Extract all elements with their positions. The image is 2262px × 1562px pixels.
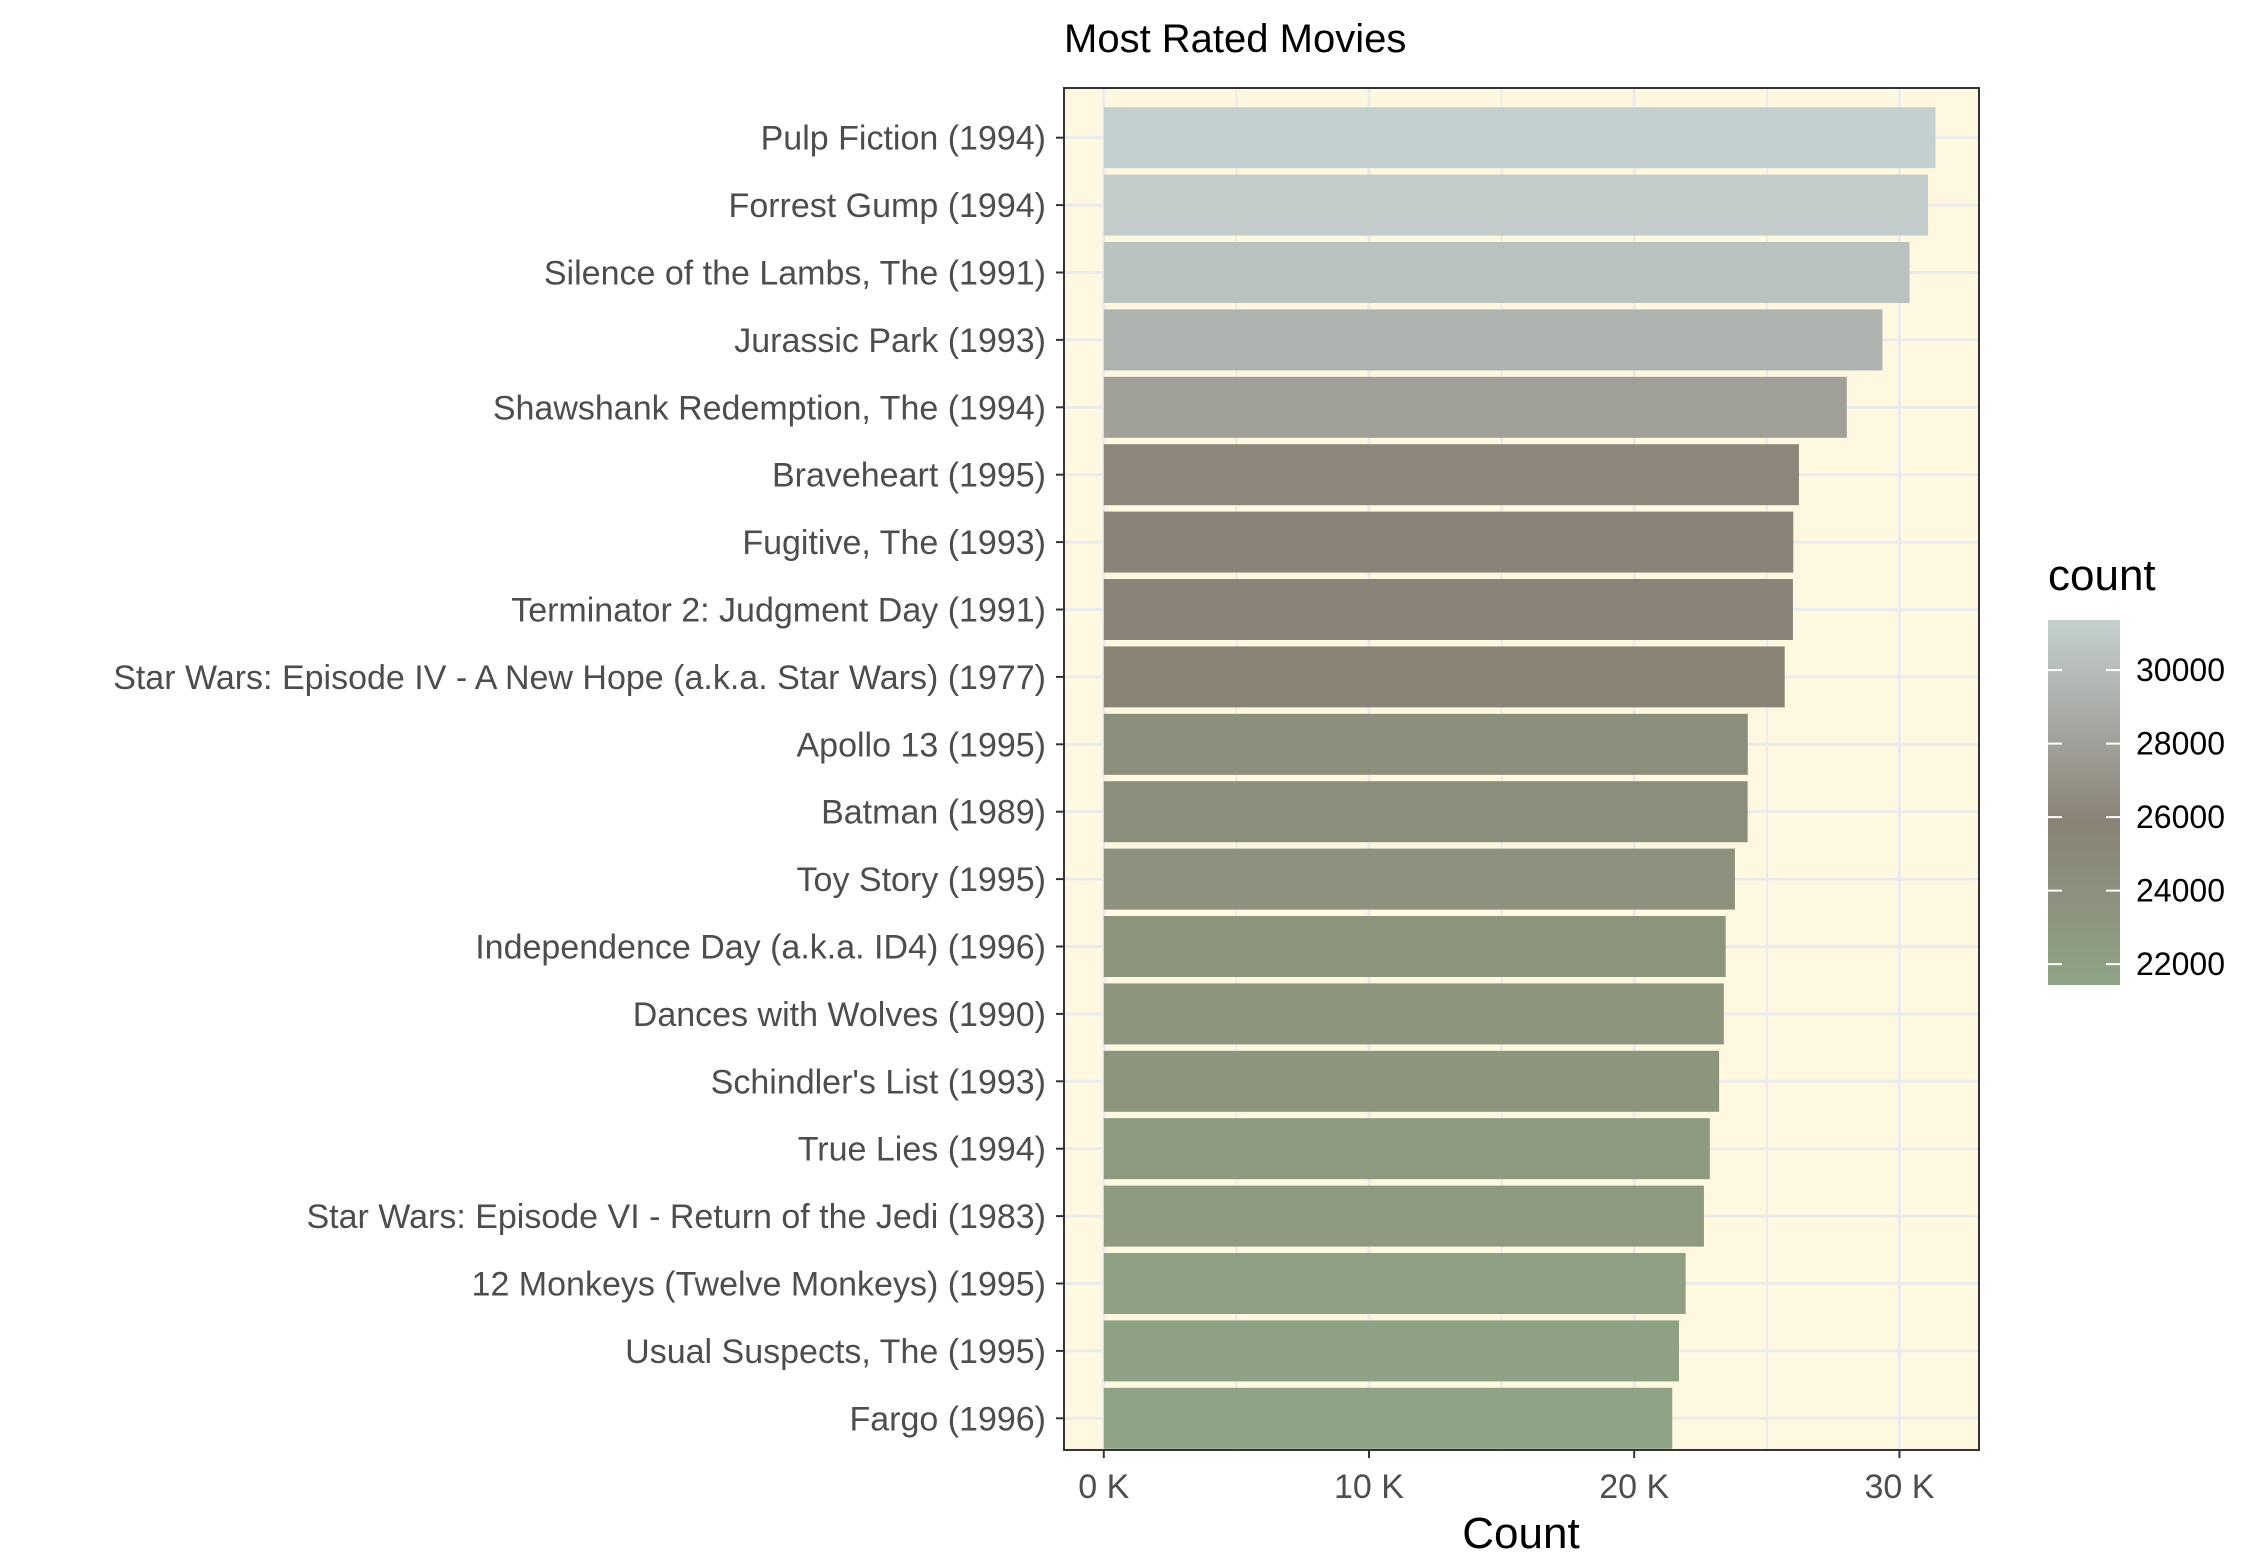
y-tick-label: Usual Suspects, The (1995) [625,1333,1046,1371]
y-tick-label: Schindler's List (1993) [711,1063,1046,1101]
bar [1103,579,1793,640]
x-axis-label: Count [1462,1509,1579,1558]
bar [1103,713,1748,775]
legend-tick-label: 26000 [2136,799,2225,835]
y-tick-label: Dances with Wolves (1990) [633,996,1046,1034]
bar [1103,242,1910,303]
bar [1103,174,1929,236]
y-tick-label: 12 Monkeys (Twelve Monkeys) (1995) [472,1266,1046,1304]
bar [1103,1118,1710,1180]
y-tick-label: True Lies (1994) [798,1131,1046,1169]
bar [1103,1320,1679,1382]
legend-tick-label: 30000 [2136,652,2225,688]
y-tick-label: Jurassic Park (1993) [734,322,1046,360]
legend-tick-label: 22000 [2136,946,2225,982]
y-axis: Pulp Fiction (1994) Forrest Gump (1994) Si… [113,120,1064,1438]
bar [1103,1185,1704,1247]
legend: count 22000 24000 26000 28000 30000 [2048,551,2225,985]
y-tick-label: Fugitive, The (1993) [742,524,1046,562]
y-tick-label: Pulp Fiction (1994) [761,120,1046,158]
y-tick-label: Apollo 13 (1995) [796,726,1046,764]
bar [1103,983,1724,1045]
legend-colorbar [2048,620,2120,985]
plot-border [1063,87,1980,1451]
y-tick-label: Silence of the Lambs, The (1991) [544,255,1046,293]
x-tick-label: 30 K [1864,1468,1934,1506]
bar [1103,646,1785,708]
y-tick-label: Independence Day (a.k.a. ID4) (1996) [475,929,1046,967]
bar [1103,1387,1673,1449]
legend-tick-label: 28000 [2136,726,2225,762]
y-tick-label: Star Wars: Episode IV - A New Hope (a.k.… [113,659,1046,697]
bar [1103,848,1735,910]
x-axis: 0 K 10 K 20 K 30 K [1078,1450,1935,1506]
bar [1103,511,1794,573]
bar [1103,1050,1720,1112]
y-tick-label: Shawshank Redemption, The (1994) [493,389,1046,427]
bar [1103,309,1883,371]
bar [1103,1253,1686,1314]
y-tick-label: Toy Story (1995) [797,861,1046,899]
y-tick-label: Fargo (1996) [849,1400,1046,1438]
y-tick-label: Braveheart (1995) [772,457,1046,495]
bar [1103,781,1748,843]
bar [1103,376,1847,438]
x-tick-label: 20 K [1599,1468,1669,1506]
chart-title: Most Rated Movies [1064,17,1406,61]
y-tick-label: Forrest Gump (1994) [729,187,1046,225]
bars-layer [1103,107,1936,1449]
x-tick-label: 10 K [1334,1468,1404,1506]
legend-title: count [2048,551,2156,600]
y-tick-label: Terminator 2: Judgment Day (1991) [511,592,1046,630]
x-tick-label: 0 K [1078,1468,1129,1506]
bar [1103,916,1726,977]
bar [1103,444,1799,506]
bar [1103,107,1936,169]
y-tick-label: Star Wars: Episode VI - Return of the Je… [306,1198,1046,1236]
legend-tick-label: 24000 [2136,873,2225,909]
y-tick-label: Batman (1989) [821,794,1046,832]
